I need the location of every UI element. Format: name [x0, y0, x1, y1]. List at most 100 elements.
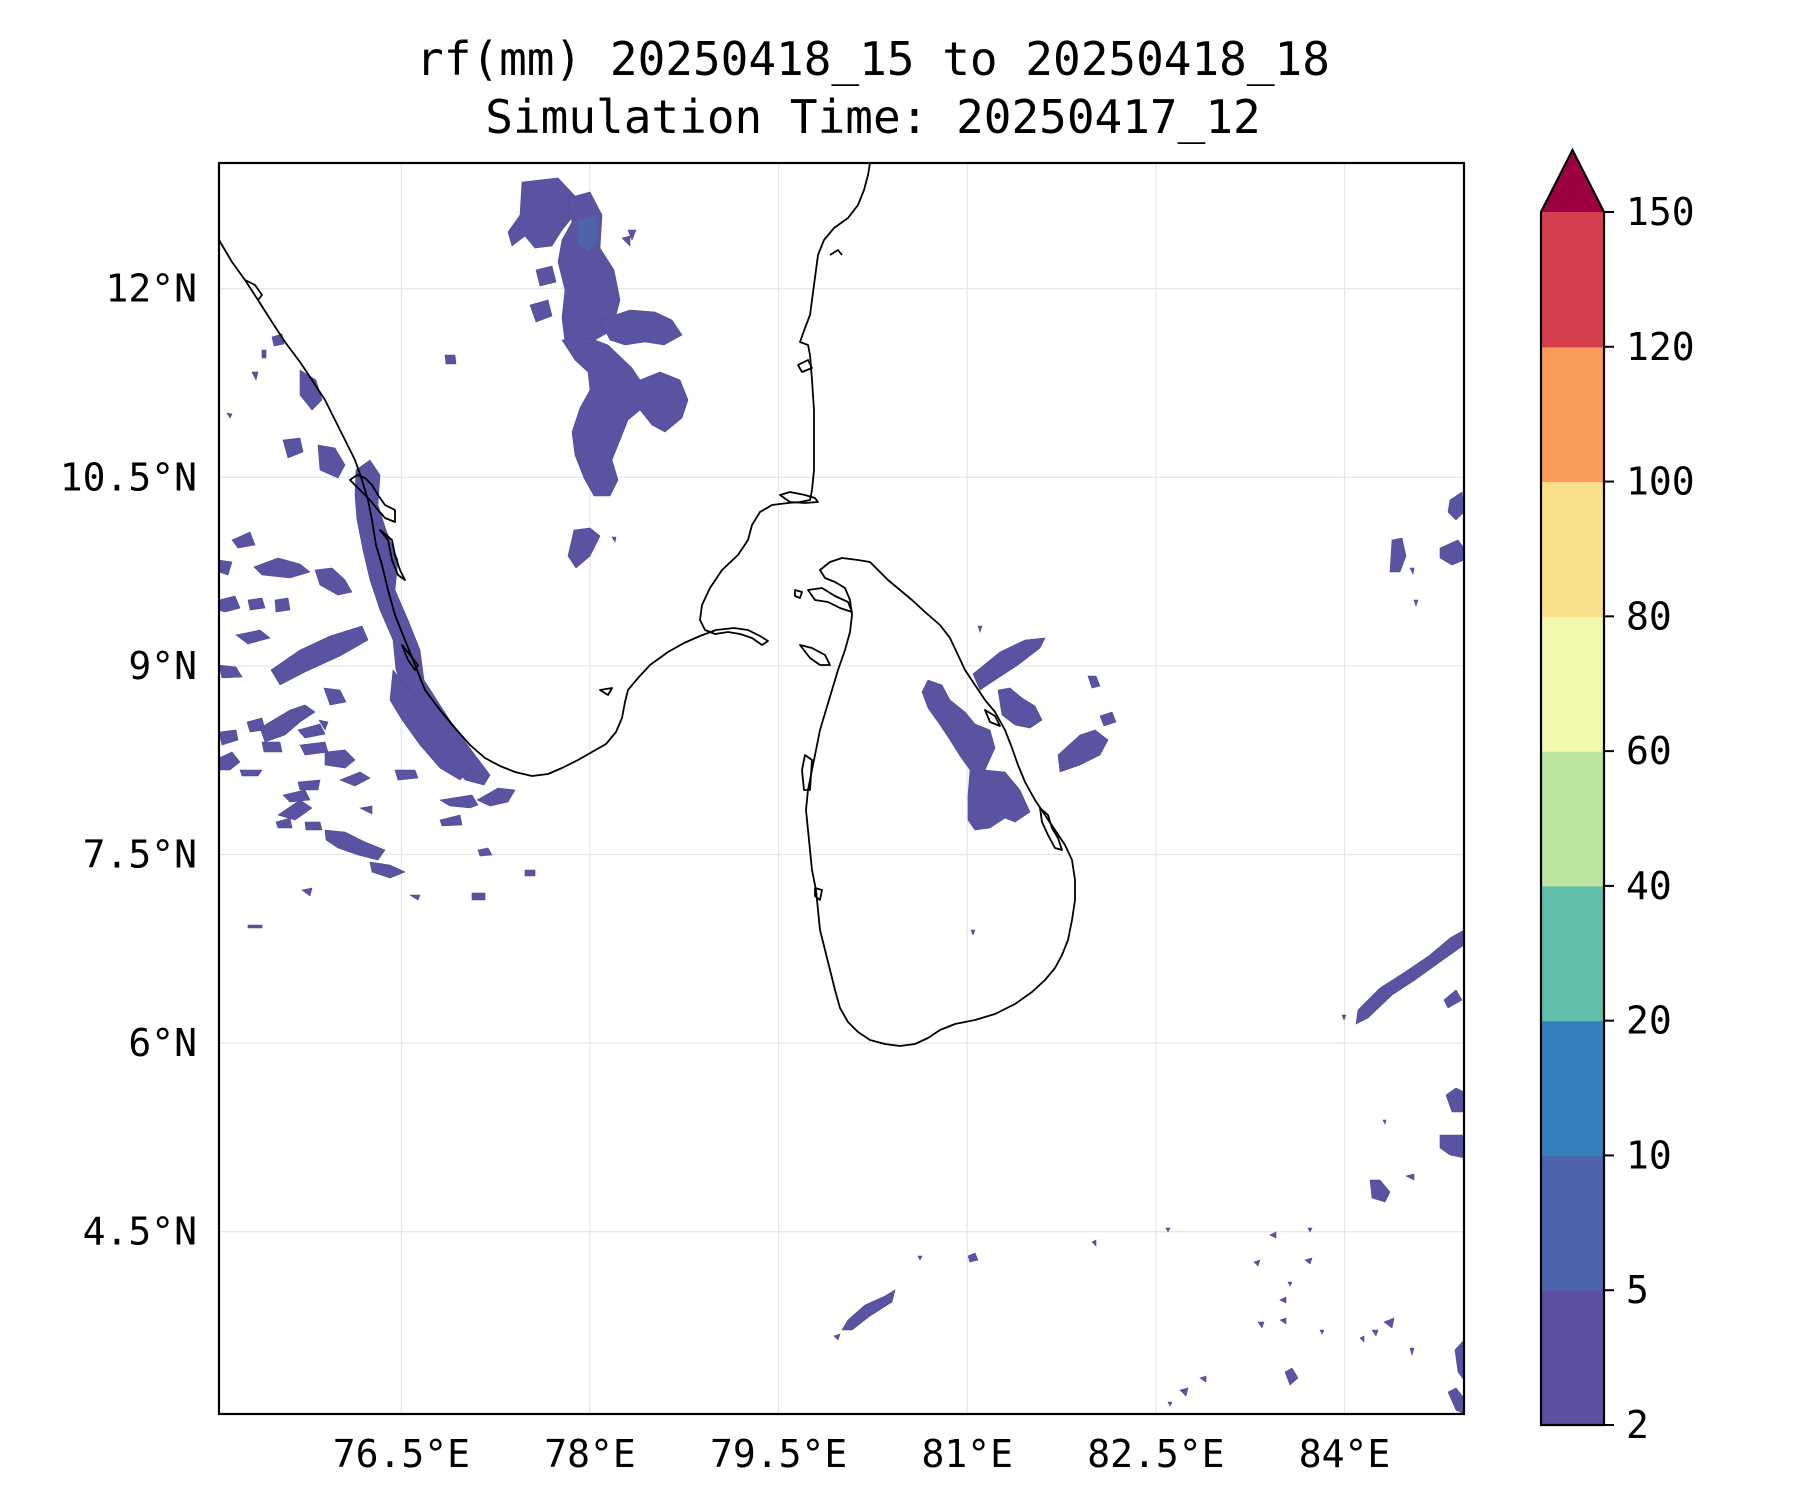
rain-cell — [1369, 1179, 1391, 1203]
rainfall-areas — [219, 177, 1464, 1414]
rain-cell — [1279, 1317, 1287, 1325]
y-tick-label: 6°N — [128, 1021, 197, 1065]
rain-cell — [471, 892, 486, 901]
colorbar-tick-label: 150 — [1626, 190, 1695, 234]
rain-cell — [389, 669, 471, 781]
rain-cell — [1382, 1119, 1387, 1125]
india-coastline-detail — [797, 359, 813, 373]
rain-cell — [226, 412, 233, 419]
rain-cell — [270, 625, 369, 686]
x-tick-label: 84°E — [1299, 1432, 1391, 1476]
rain-cell — [1057, 729, 1109, 773]
colorbar-bin — [1541, 1155, 1604, 1291]
rain-cell — [324, 749, 356, 769]
srilanka-coastline-detail — [814, 887, 823, 901]
india-coastline-detail — [599, 687, 613, 696]
rain-cell — [1445, 1087, 1464, 1113]
rain-cell — [1269, 1231, 1277, 1239]
rain-cell — [247, 597, 266, 611]
rain-cell — [1341, 1014, 1347, 1021]
colorbar-tick-label: 100 — [1626, 460, 1695, 504]
rain-cell — [301, 887, 313, 897]
colorbar-tick-label: 10 — [1626, 1133, 1672, 1177]
rain-cell — [1165, 1227, 1171, 1233]
colorbar: 2 5 10 20 40 60 80 100 120 150 — [1539, 147, 1695, 1447]
colorbar-bin — [1541, 885, 1604, 1022]
map-background — [219, 163, 1464, 1414]
rain-cell — [1359, 1335, 1365, 1343]
rain-cell — [1389, 537, 1407, 573]
rain-cell — [1257, 1321, 1265, 1329]
rain-cell — [324, 829, 386, 861]
rain-cell — [304, 821, 323, 831]
colorbar-bin — [1541, 616, 1604, 752]
rain-cell — [274, 597, 291, 613]
rain-cell — [314, 567, 353, 596]
rain-cell — [1443, 989, 1463, 1009]
colorbar-tick-label: 20 — [1626, 999, 1672, 1043]
rain-cell — [369, 861, 406, 879]
colorbar-tick-label: 2 — [1626, 1403, 1649, 1447]
colorbar-bin — [1541, 751, 1604, 887]
rain-cell — [599, 309, 683, 346]
map-frame — [217, 161, 1466, 1416]
rain-cell — [394, 769, 419, 781]
india-coastline-detail — [401, 644, 419, 671]
rain-cell — [1439, 1134, 1464, 1159]
rain-cell — [529, 299, 553, 323]
rain-cell — [439, 794, 479, 809]
latitude-axis: 12°N 10.5°N 9°N 7.5°N 6°N 4.5°N — [60, 267, 197, 1254]
rain-cell — [1447, 1387, 1464, 1414]
rain-cell — [1099, 711, 1117, 727]
rain-cell — [299, 369, 323, 411]
rain-cell — [1383, 1317, 1395, 1329]
srilanka-coastline-detail — [799, 644, 831, 666]
rain-cell — [1319, 1329, 1325, 1335]
colorbar-bin — [1541, 1020, 1604, 1157]
rain-cell — [259, 704, 316, 743]
rain-cell — [297, 779, 321, 791]
rain-cell — [1087, 675, 1101, 689]
rain-cell — [339, 771, 371, 787]
rain-cell — [833, 1333, 841, 1341]
rain-cell — [621, 235, 631, 247]
rain-cell — [476, 787, 516, 807]
rain-cell — [524, 869, 536, 877]
x-tick-label: 82.5°E — [1087, 1432, 1224, 1476]
rain-cell — [841, 1289, 896, 1331]
rain-cell — [970, 929, 976, 936]
rain-cell — [219, 664, 243, 679]
rain-cell — [507, 177, 576, 249]
x-tick-label: 78°E — [544, 1432, 636, 1476]
colorbar-tick-label: 80 — [1626, 594, 1672, 638]
rain-cell — [1179, 1387, 1189, 1397]
india-coastline-detail — [349, 474, 396, 523]
rain-cell — [627, 229, 637, 241]
srilanka-coastline-detail — [1039, 807, 1063, 851]
map-panel: 76.5°E 78°E 79.5°E 81°E 82.5°E 84°E 12°N 10.5°… — [60, 161, 1466, 1476]
rain-cell — [1287, 1281, 1293, 1287]
rain-cell — [1409, 1347, 1415, 1357]
india-coastline-detail — [779, 491, 819, 504]
rain-cell — [535, 265, 557, 287]
rain-cell — [1167, 1401, 1173, 1407]
rain-cell — [317, 444, 346, 479]
map-subtitle: Simulation Time: 20250417_12 — [485, 90, 1260, 144]
y-tick-label: 4.5°N — [83, 1210, 197, 1254]
rain-cell — [439, 814, 463, 827]
colorbar-tick-label: 5 — [1626, 1268, 1649, 1312]
colorbar-bin — [1541, 212, 1604, 348]
y-tick-label: 12°N — [105, 267, 197, 311]
srilanka-coastline-detail — [801, 754, 813, 791]
rain-cell — [359, 805, 373, 815]
rain-cell — [444, 354, 457, 365]
y-tick-label: 7.5°N — [83, 833, 197, 877]
colorbar-outline — [1539, 147, 1606, 1427]
rain-cell — [318, 719, 329, 731]
rain-cell — [235, 629, 271, 645]
colorbar-bin — [1541, 1290, 1604, 1426]
rain-cell — [1405, 1173, 1415, 1181]
rain-cell — [1199, 1375, 1207, 1383]
srilanka-coastline-detail — [794, 589, 803, 599]
